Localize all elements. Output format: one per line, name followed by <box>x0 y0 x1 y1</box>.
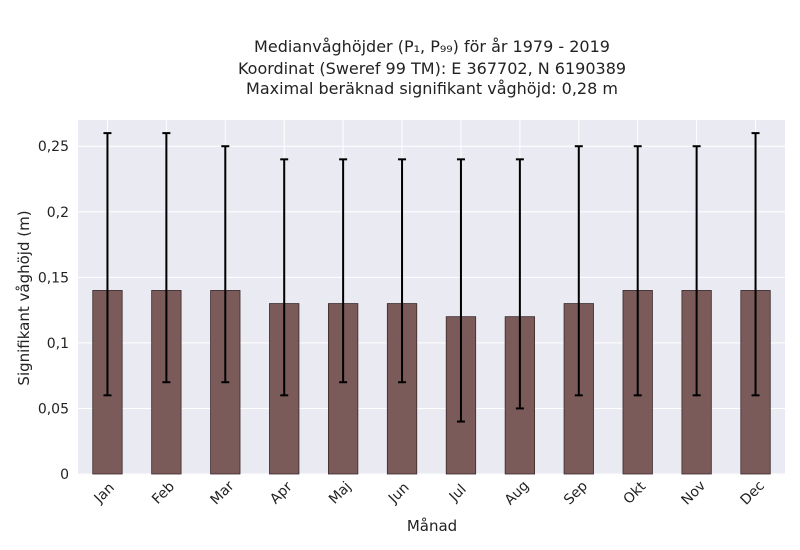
y-tick-label: 0,25 <box>38 139 69 155</box>
y-tick-label: 0,15 <box>38 270 69 286</box>
error-bar-dec <box>751 132 760 397</box>
x-tick-label: Jul <box>446 482 470 506</box>
error-bar-apr <box>280 158 289 397</box>
error-bar-sep <box>574 145 583 397</box>
x-tick-label: Okt <box>621 478 650 507</box>
y-tick-label: 0,1 <box>47 336 69 352</box>
error-bar-mar <box>221 145 230 384</box>
y-axis-ticks: 0 0,05 0,1 0,15 0,2 0,25 <box>38 139 69 483</box>
x-tick-label: Maj <box>326 479 355 508</box>
x-tick-label: Apr <box>267 479 296 508</box>
y-axis-label: Signifikant våghöjd (m) <box>15 210 33 385</box>
title-line-3: Maximal beräknad signifikant våghöjd: 0,… <box>246 79 618 98</box>
error-bar-feb <box>162 132 171 384</box>
error-bar-okt <box>633 145 642 397</box>
error-bar-aug <box>515 158 524 410</box>
x-tick-label: Nov <box>678 478 709 509</box>
x-tick-label: Mar <box>207 478 237 508</box>
error-bars <box>103 132 760 423</box>
title-line-2: Koordinat (Sweref 99 TM): E 367702, N 61… <box>238 59 626 78</box>
chart-title: Medianvåghöjder (P₁, P₉₉) för år 1979 - … <box>238 37 626 98</box>
plot-area <box>78 120 785 474</box>
error-bar-nov <box>692 145 701 397</box>
x-tick-label: Aug <box>502 478 533 509</box>
x-axis-ticks: Jan Feb Mar Apr Maj Jun Jul Aug Sep Okt Nov Dec <box>91 478 768 509</box>
error-bar-maj <box>339 158 348 384</box>
error-bar-jul <box>456 158 465 423</box>
error-bar-jun <box>398 158 407 384</box>
x-tick-label: Feb <box>149 479 178 508</box>
x-tick-label: Jan <box>91 480 118 507</box>
x-tick-label: Dec <box>737 478 767 508</box>
y-tick-label: 0,2 <box>47 205 69 221</box>
x-tick-label: Jun <box>385 480 412 507</box>
error-bar-jan <box>103 132 112 397</box>
x-axis-label: Månad <box>407 517 457 535</box>
y-tick-label: 0 <box>60 467 69 483</box>
y-tick-label: 0,05 <box>38 401 69 417</box>
x-tick-label: Sep <box>561 478 591 508</box>
title-line-1: Medianvåghöjder (P₁, P₉₉) för år 1979 - … <box>254 37 610 56</box>
